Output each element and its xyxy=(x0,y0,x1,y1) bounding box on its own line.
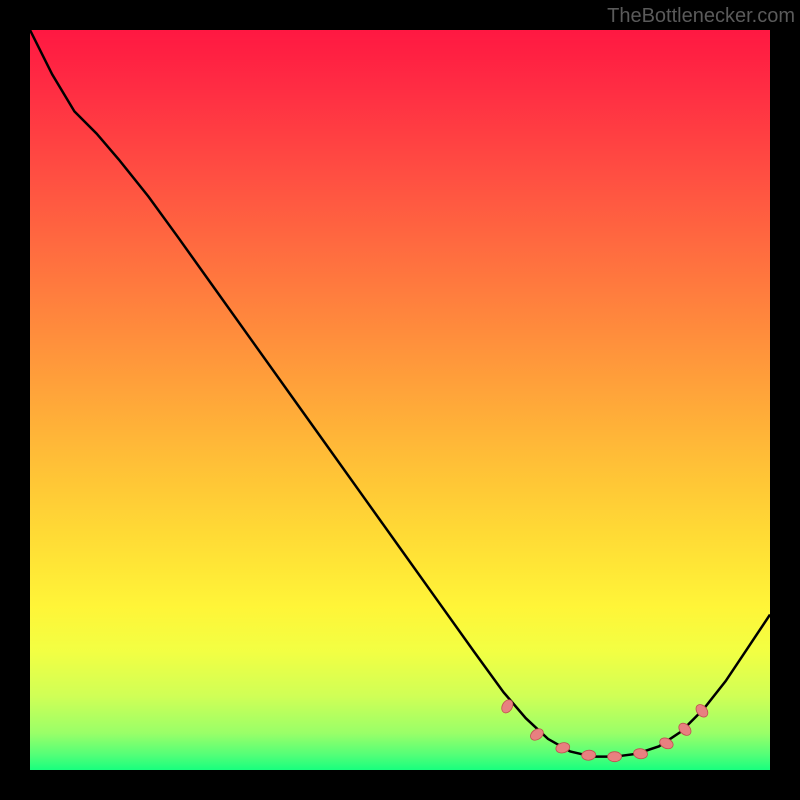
curve-layer xyxy=(30,30,770,770)
watermark-text: TheBottlenecker.com xyxy=(607,5,795,28)
curve-markers xyxy=(499,698,710,762)
curve-marker xyxy=(499,698,515,715)
curve-marker xyxy=(608,752,622,762)
curve-marker xyxy=(581,750,596,761)
curve-marker xyxy=(528,726,545,742)
chart-container xyxy=(30,30,770,770)
bottleneck-curve xyxy=(30,30,770,757)
